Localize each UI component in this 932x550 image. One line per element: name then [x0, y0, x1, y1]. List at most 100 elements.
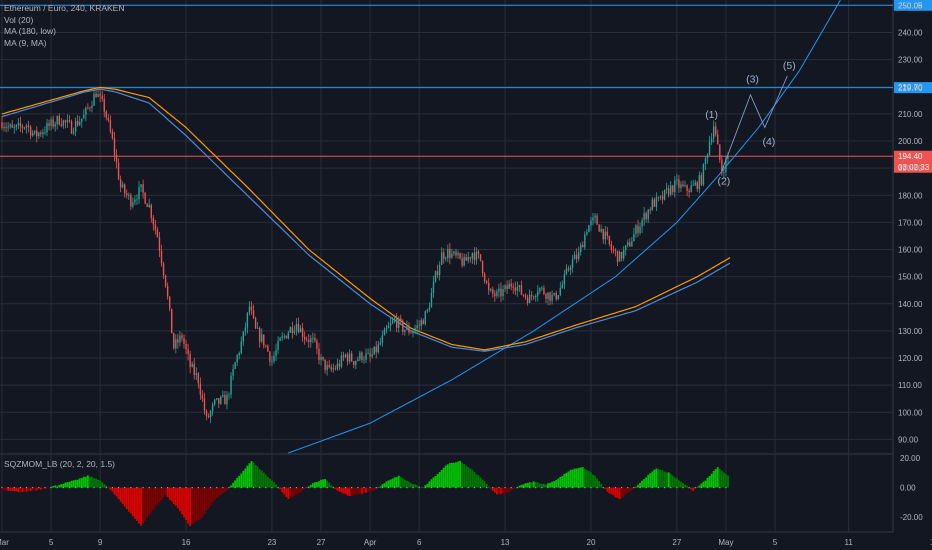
- osc-zero-dot: [93, 486, 95, 489]
- candle-body-down: [199, 383, 202, 395]
- osc-bar: [318, 481, 320, 488]
- osc-bar: [669, 473, 672, 488]
- osc-zero-dot: [651, 486, 653, 489]
- osc-bar: [600, 483, 603, 488]
- wave-label[interactable]: (2): [717, 175, 730, 187]
- osc-bar: [316, 482, 318, 488]
- candle-body-down: [95, 93, 97, 97]
- osc-bar: [78, 478, 81, 488]
- osc-bar: [620, 487, 623, 499]
- candle-body-down: [318, 348, 320, 361]
- price-tick-label: 150.00: [898, 273, 923, 282]
- osc-bar: [185, 487, 187, 521]
- candle-body-down: [205, 410, 208, 416]
- osc-bar: [279, 487, 282, 490]
- osc-zero-dot: [160, 486, 163, 489]
- trend-curve[interactable]: [288, 0, 841, 454]
- chart-legend: Ethereum / Euro, 240, KRAKEN Vol (20) MA…: [4, 3, 124, 49]
- osc-bar: [677, 480, 680, 488]
- candle-body-up: [56, 116, 58, 125]
- candle-body-down: [164, 275, 167, 287]
- candle-body-up: [220, 396, 222, 404]
- osc-zero-dot: [62, 486, 64, 489]
- osc-zero-dot: [369, 486, 371, 489]
- osc-zero-dot: [136, 486, 138, 489]
- candle-body-up: [475, 251, 478, 261]
- osc-bar: [635, 486, 637, 488]
- osc-bar: [311, 483, 314, 488]
- price-tick-label: 250.00: [898, 1, 923, 10]
- osc-bar: [727, 475, 729, 488]
- osc-bar: [675, 478, 678, 488]
- horizontal-lines[interactable]: 250.05 219.70 194.40 03:02:33: [0, 0, 932, 173]
- osc-bar: [557, 478, 560, 488]
- trend-curve-line[interactable]: [288, 0, 841, 454]
- osc-zero-dot: [418, 486, 420, 489]
- candle-body-up: [248, 306, 251, 313]
- candle-body-up: [336, 363, 339, 369]
- osc-zero-dot: [130, 486, 132, 489]
- candle-body-down: [258, 328, 261, 342]
- wave-label[interactable]: (1): [705, 109, 718, 121]
- osc-bar: [555, 479, 558, 488]
- candle-body-up: [416, 325, 418, 329]
- candle-body-down: [181, 335, 183, 339]
- legend-ma-180[interactable]: MA (180, low): [4, 26, 56, 36]
- osc-bar: [25, 487, 28, 492]
- osc-bar: [93, 478, 95, 488]
- osc-bar: [606, 487, 609, 492]
- candle-body-down: [649, 209, 651, 211]
- wave-label[interactable]: (3): [746, 74, 759, 86]
- osc-bar: [626, 487, 629, 494]
- osc-bar: [361, 487, 363, 494]
- candle-body-up: [706, 154, 709, 159]
- legend-ma-9[interactable]: MA (9, MA): [4, 37, 47, 48]
- candle-body-down: [322, 356, 324, 360]
- symbol-title[interactable]: Ethereum / Euro, 240, KRAKEN: [4, 3, 125, 13]
- osc-bar: [645, 477, 648, 488]
- osc-bar: [371, 487, 374, 492]
- osc-bar: [358, 487, 361, 494]
- candle-body-up: [655, 196, 658, 207]
- osc-bar: [643, 479, 646, 488]
- osc-zero-dot: [578, 486, 580, 489]
- osc-bar: [463, 463, 466, 488]
- candle-body-down: [400, 318, 402, 321]
- osc-bar: [665, 472, 668, 488]
- price-badge: [894, 150, 932, 173]
- osc-bar: [725, 474, 727, 488]
- legend-vol[interactable]: Vol (20): [4, 14, 34, 25]
- osc-zero-dot: [203, 486, 206, 489]
- osc-zero-dot: [541, 486, 543, 489]
- osc-bar: [720, 470, 723, 488]
- osc-zero-dot: [486, 486, 488, 489]
- candle-body-up: [246, 312, 249, 328]
- time-tick-label: Apr: [364, 538, 377, 547]
- osc-bar: [641, 480, 643, 488]
- osc-bar: [127, 487, 130, 512]
- elliott-wave[interactable]: (1) (2) (3) (4) (5): [705, 60, 796, 187]
- wave-label[interactable]: (5): [783, 60, 796, 72]
- candle-body-up: [230, 375, 232, 395]
- osc-bar: [334, 487, 337, 489]
- osc-bar: [3, 487, 5, 491]
- oscillator-legend[interactable]: SQZMOM_LB (20, 2, 20, 1.5): [4, 459, 116, 469]
- osc-bar: [628, 487, 631, 492]
- wave-path[interactable]: [721, 75, 788, 172]
- osc-bar: [211, 487, 214, 503]
- osc-bar: [91, 476, 93, 488]
- osc-zero-dot: [394, 486, 396, 489]
- osc-bar: [592, 474, 594, 488]
- osc-bar: [457, 461, 459, 488]
- candle-body-up: [712, 126, 715, 139]
- osc-bar: [520, 484, 523, 488]
- candle-body-up: [293, 330, 296, 333]
- osc-bar: [158, 487, 161, 503]
- osc-zero-dot: [271, 486, 273, 489]
- candle-body-down: [267, 345, 269, 352]
- wave-label[interactable]: (4): [762, 136, 775, 148]
- osc-bar: [610, 487, 613, 495]
- candle-body-up: [702, 163, 705, 185]
- candle-body-down: [48, 123, 50, 126]
